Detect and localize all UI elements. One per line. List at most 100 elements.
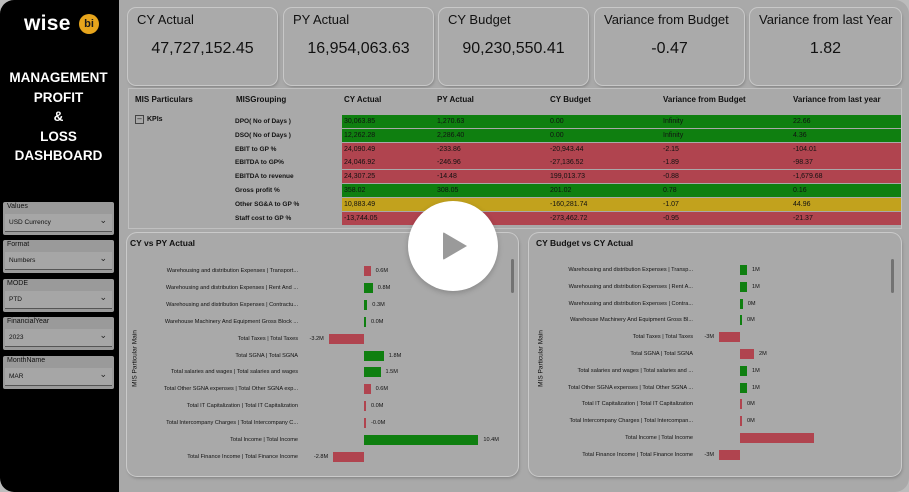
row-label: EBITDA to revenue	[235, 173, 294, 181]
category-label: Total SGNA | Total SGNA	[630, 351, 693, 357]
row-label: EBIT to GP %	[235, 145, 277, 153]
bar[interactable]	[740, 298, 743, 309]
table-cell: 0.00	[550, 131, 564, 139]
slicer-dropdown[interactable]: 2023 ⌄	[5, 329, 112, 347]
category-label: Warehouse Machinery And Equipment Gross …	[164, 318, 298, 325]
data-label: 0.3M	[372, 301, 385, 308]
category-label: Warehousing and distribution Expenses | …	[568, 267, 693, 273]
kpi-title: PY Actual	[293, 12, 350, 27]
data-label: -3.2M	[309, 335, 324, 342]
scrollbar[interactable]	[511, 259, 514, 293]
table-cell: 1,270.63	[437, 118, 465, 125]
slicer-month-name[interactable]: MonthName MAR ⌄	[3, 356, 114, 389]
slicer-dropdown[interactable]: MAR ⌄	[5, 368, 112, 386]
slicer-mode[interactable]: MODE PTD ⌄	[3, 279, 114, 312]
category-label: Warehousing and distribution Expenses | …	[568, 300, 693, 307]
table-row[interactable]	[342, 184, 901, 197]
slicer-label: Values	[7, 203, 28, 210]
table-cell: -233.86	[437, 145, 461, 153]
category-label: Warehousing and distribution Expenses | …	[166, 301, 298, 308]
bar[interactable]	[364, 435, 479, 445]
bar[interactable]	[740, 382, 747, 393]
table-cell: 308.05	[437, 187, 459, 194]
chart-title: CY vs PY Actual	[130, 238, 196, 248]
bar[interactable]	[740, 281, 747, 292]
data-label: 0M	[747, 300, 756, 307]
wise-bi-logo: wise bi	[24, 12, 104, 38]
slicer-format[interactable]: Format Numbers ⌄	[3, 240, 114, 273]
bar[interactable]	[740, 399, 742, 410]
data-label: -3M	[704, 334, 714, 341]
data-label: 0.0M	[371, 318, 384, 325]
table-row[interactable]	[342, 128, 901, 142]
table-cell: -21.37	[793, 214, 813, 222]
category-label: Total IT Capitalization | Total IT Capit…	[581, 401, 693, 408]
table-row[interactable]	[342, 142, 901, 156]
slicer-values[interactable]: Values USD Currency ⌄	[3, 202, 114, 235]
bar[interactable]	[740, 433, 814, 443]
slicer-value: PTD	[9, 296, 22, 303]
column-header[interactable]: CY Actual	[344, 95, 382, 104]
slicer-financial-year[interactable]: FinancialYear 2023 ⌄	[3, 317, 114, 350]
logo-word: wise	[24, 12, 71, 35]
column-header[interactable]: PY Actual	[437, 95, 474, 104]
category-label: Total Other SGNA expenses | Total Other …	[163, 386, 298, 393]
kpi-card-variance-last-year: Variance from last Year 1.82	[750, 8, 901, 85]
table-row[interactable]	[342, 170, 901, 184]
scrollbar[interactable]	[891, 259, 894, 293]
y-axis-label: MIS Particular Main	[131, 330, 139, 387]
table-row[interactable]	[342, 115, 901, 128]
category-label: Total Intercompany Charges | Total Inter…	[569, 418, 693, 425]
collapse-icon[interactable]: −	[135, 115, 144, 124]
category-label: Warehouse Machinery And Equipment Gross …	[570, 317, 693, 324]
column-header[interactable]: Variance from Budget	[663, 95, 746, 104]
column-header[interactable]: CY Budget	[550, 95, 591, 104]
category-label: Total Income | Total Income	[625, 435, 693, 441]
table-cell: -0.95	[663, 214, 679, 222]
table-cell: -0.88	[663, 173, 679, 181]
bar[interactable]	[740, 265, 747, 275]
slicer-value: USD Currency	[9, 219, 51, 226]
bar[interactable]	[364, 266, 371, 276]
data-label: -0.0M	[371, 420, 386, 427]
table-cell: -1.07	[663, 200, 679, 208]
table-row[interactable]	[342, 197, 901, 211]
column-header[interactable]: MIS Particulars	[135, 95, 193, 104]
bar[interactable]	[364, 418, 366, 429]
table-cell: -160,281.74	[550, 200, 588, 208]
bar[interactable]	[364, 401, 366, 412]
bar[interactable]	[740, 315, 742, 326]
bar[interactable]	[364, 299, 368, 310]
bar[interactable]	[364, 282, 373, 293]
bar[interactable]	[740, 349, 754, 359]
bar[interactable]	[364, 316, 366, 327]
slicer-dropdown[interactable]: USD Currency ⌄	[5, 214, 112, 232]
chart-budget-vs-actual: CY Budget vs CY Actual MIS Particular Ma…	[529, 233, 901, 476]
slicer-dropdown[interactable]: PTD ⌄	[5, 291, 112, 309]
slicer-dropdown[interactable]: Numbers ⌄	[5, 252, 112, 270]
bar[interactable]	[740, 365, 747, 376]
category-label: Warehousing and distribution Expenses | …	[568, 283, 693, 290]
slicer-label: MonthName	[7, 357, 46, 364]
table-row[interactable]	[342, 156, 901, 170]
chevron-down-icon: ⌄	[99, 293, 107, 303]
bar[interactable]	[719, 449, 740, 460]
column-header[interactable]: Variance from last year	[793, 95, 881, 104]
play-icon	[443, 232, 467, 260]
bar[interactable]	[719, 332, 740, 343]
bar[interactable]	[328, 333, 364, 344]
bar[interactable]	[364, 350, 384, 361]
bar[interactable]	[333, 451, 364, 462]
play-button[interactable]	[408, 201, 498, 291]
bar[interactable]	[364, 367, 381, 378]
bar[interactable]	[364, 384, 371, 395]
bar[interactable]	[740, 416, 742, 427]
table-cell: 24,090.49	[344, 145, 376, 153]
slicer-label: MODE	[7, 280, 28, 287]
table-cell: 22.66	[793, 118, 811, 125]
column-header[interactable]: MISGrouping	[236, 95, 287, 104]
data-label: 1.5M	[385, 369, 398, 376]
dashboard-title: MANAGEMENT PROFIT & LOSS DASHBOARD	[2, 68, 115, 166]
data-label: 0M	[747, 418, 755, 425]
data-label: 0.0M	[371, 403, 384, 410]
